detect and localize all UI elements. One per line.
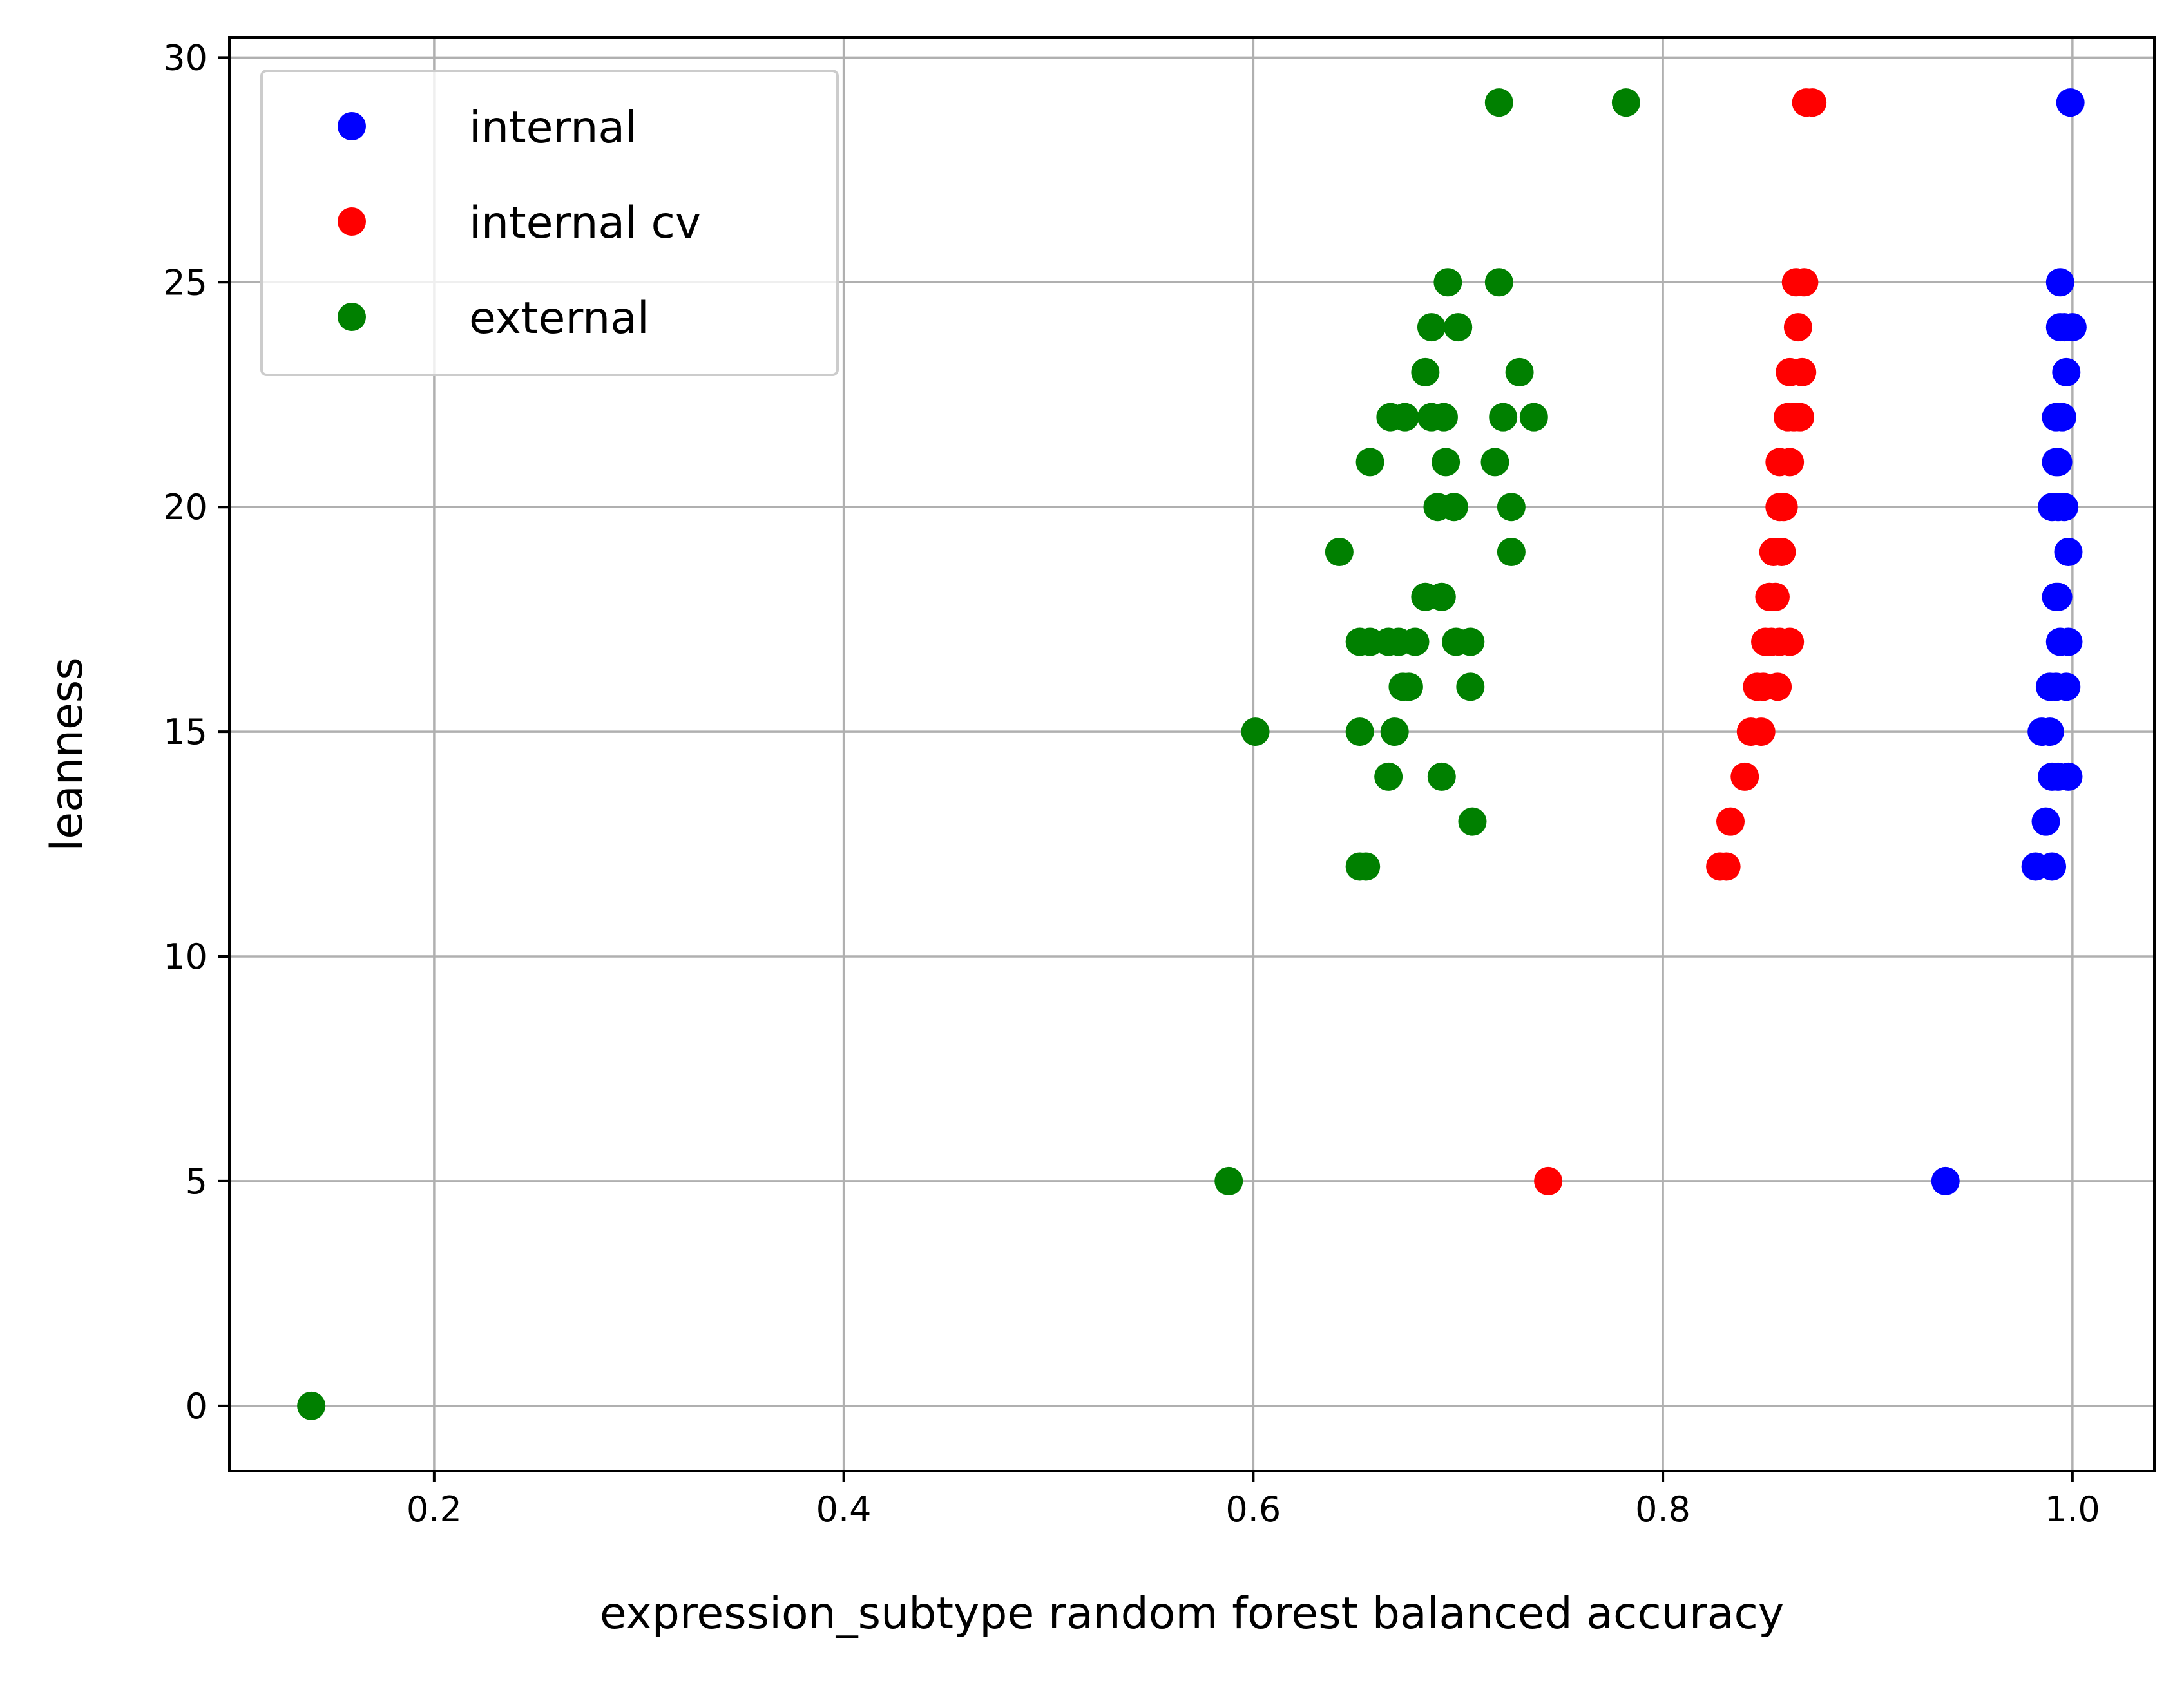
point-internal-cv xyxy=(1747,717,1776,746)
legend-marker-internal xyxy=(338,112,366,140)
point-external xyxy=(1430,403,1458,432)
point-external xyxy=(1352,852,1380,880)
point-external xyxy=(1489,403,1517,432)
point-internal-cv xyxy=(1798,88,1826,117)
point-external xyxy=(1485,268,1513,296)
point-external xyxy=(1440,493,1468,521)
point-external xyxy=(1432,448,1460,476)
y-tick-label: 25 xyxy=(163,262,207,303)
point-external xyxy=(1458,808,1486,836)
y-tick-label: 15 xyxy=(163,712,207,752)
point-internal xyxy=(2052,672,2080,701)
point-internal xyxy=(2046,268,2074,296)
point-external xyxy=(1480,448,1509,476)
legend-marker-external xyxy=(338,303,366,331)
point-external xyxy=(1374,763,1403,791)
point-external xyxy=(297,1392,325,1420)
point-internal xyxy=(2054,538,2082,566)
point-internal xyxy=(2036,717,2064,746)
point-external xyxy=(1241,717,1270,746)
point-external xyxy=(1520,403,1548,432)
point-external xyxy=(1612,88,1640,117)
point-internal xyxy=(2050,493,2078,521)
point-internal xyxy=(2044,448,2073,476)
point-internal-cv xyxy=(1767,538,1796,566)
y-tick-label: 20 xyxy=(163,487,207,527)
point-external xyxy=(1485,88,1513,117)
point-internal xyxy=(2032,808,2060,836)
point-external xyxy=(1214,1167,1243,1195)
y-tick-label: 0 xyxy=(186,1386,207,1427)
point-internal-cv xyxy=(1761,583,1790,611)
point-internal-cv xyxy=(1534,1167,1562,1195)
point-internal-cv xyxy=(1763,672,1792,701)
point-external xyxy=(1356,448,1384,476)
legend-label-external: external xyxy=(469,293,649,344)
point-internal-cv xyxy=(1788,358,1816,386)
point-external xyxy=(1411,358,1439,386)
point-external xyxy=(1444,313,1472,341)
point-internal xyxy=(2058,313,2087,341)
point-external xyxy=(1506,358,1534,386)
legend-label-internal-cv: internal cv xyxy=(469,198,701,249)
x-tick-label: 0.8 xyxy=(1635,1489,1691,1530)
x-tick-label: 0.6 xyxy=(1225,1489,1281,1530)
point-internal-cv xyxy=(1730,763,1759,791)
legend-label-internal: internal xyxy=(469,102,637,153)
point-internal xyxy=(1931,1167,1960,1195)
y-tick-label: 5 xyxy=(186,1161,207,1202)
point-internal-cv xyxy=(1770,493,1798,521)
point-internal-cv xyxy=(1786,403,1814,432)
point-external xyxy=(1395,672,1423,701)
point-internal-cv xyxy=(1712,852,1741,880)
point-external xyxy=(1401,628,1429,656)
point-external xyxy=(1456,628,1484,656)
point-internal xyxy=(2052,358,2080,386)
point-external xyxy=(1497,493,1526,521)
legend-marker-internal-cv xyxy=(338,207,366,236)
point-internal xyxy=(2056,88,2085,117)
x-tick-label: 0.4 xyxy=(816,1489,872,1530)
legend: internal internal cv external xyxy=(262,71,838,375)
point-internal xyxy=(2054,763,2082,791)
x-axis-label: expression_subtype random forest balance… xyxy=(600,1588,1784,1639)
point-internal-cv xyxy=(1776,448,1804,476)
y-axis-label: leanness xyxy=(42,657,93,851)
point-external xyxy=(1391,403,1419,432)
point-external xyxy=(1346,717,1374,746)
point-external xyxy=(1428,763,1456,791)
point-external xyxy=(1417,313,1446,341)
point-internal-cv xyxy=(1784,313,1812,341)
point-internal xyxy=(2054,628,2082,656)
point-internal-cv xyxy=(1716,808,1745,836)
point-external xyxy=(1433,268,1462,296)
y-tick-label: 10 xyxy=(163,936,207,977)
point-internal-cv xyxy=(1776,628,1804,656)
point-external xyxy=(1456,672,1484,701)
point-internal-cv xyxy=(1790,268,1818,296)
x-tick-label: 0.2 xyxy=(407,1489,462,1530)
point-external xyxy=(1428,583,1456,611)
x-tick-label: 1.0 xyxy=(2045,1489,2100,1530)
point-external xyxy=(1497,538,1526,566)
y-tick-label: 30 xyxy=(163,37,207,78)
point-external xyxy=(1381,717,1409,746)
point-internal xyxy=(2048,403,2076,432)
point-internal xyxy=(2044,583,2073,611)
point-internal xyxy=(2038,852,2066,880)
point-external xyxy=(1325,538,1354,566)
